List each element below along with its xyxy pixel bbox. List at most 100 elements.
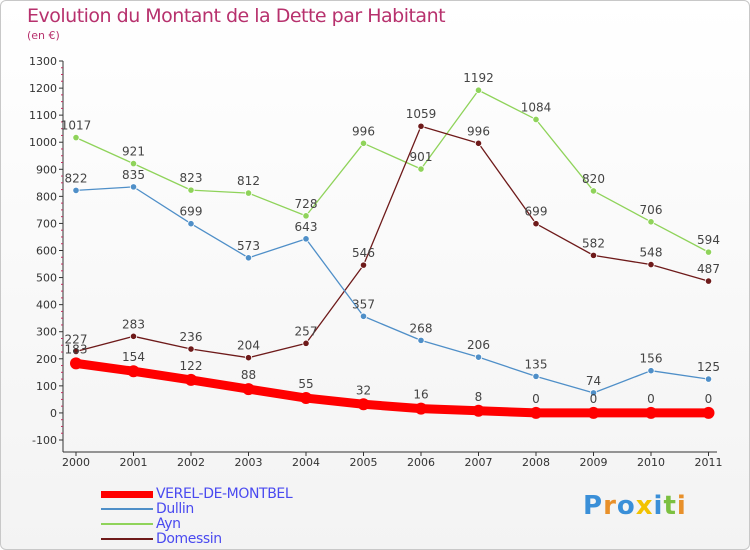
data-point bbox=[129, 160, 138, 168]
logo-letter: o bbox=[616, 491, 636, 521]
legend-label: VEREL-DE-MONTBEL bbox=[156, 486, 293, 502]
data-label: 32 bbox=[356, 383, 371, 397]
data-label: 283 bbox=[122, 317, 145, 331]
y-tick-label: 1200 bbox=[29, 82, 57, 95]
data-point bbox=[302, 212, 310, 220]
data-point bbox=[185, 373, 197, 386]
data-point bbox=[530, 406, 542, 419]
data-point bbox=[704, 248, 713, 256]
data-label: 573 bbox=[237, 239, 260, 253]
x-tick-label: 2003 bbox=[235, 456, 263, 469]
data-label: 823 bbox=[180, 171, 203, 185]
data-point bbox=[474, 353, 483, 361]
data-point bbox=[187, 220, 195, 228]
y-tick-label: 400 bbox=[36, 299, 57, 312]
data-point bbox=[532, 115, 540, 124]
data-point bbox=[587, 406, 600, 419]
chart-title: Evolution du Montant de la Dette par Hab… bbox=[27, 5, 446, 27]
data-point bbox=[242, 383, 255, 396]
data-label: 901 bbox=[410, 150, 433, 164]
data-label: 1192 bbox=[463, 71, 494, 85]
data-label: 728 bbox=[295, 197, 318, 211]
data-point bbox=[302, 339, 310, 347]
data-point bbox=[647, 218, 655, 226]
data-point bbox=[645, 406, 657, 419]
data-label: 820 bbox=[582, 172, 605, 186]
y-tick-label: 1300 bbox=[29, 55, 57, 68]
x-tick-label: 2011 bbox=[695, 456, 723, 469]
data-label: 183 bbox=[65, 342, 88, 356]
chart-subtitle: (en €) bbox=[27, 29, 60, 42]
data-label: 548 bbox=[640, 246, 663, 260]
logo-letter: r bbox=[603, 491, 617, 521]
y-tick-label: 1000 bbox=[29, 136, 57, 149]
x-tick-label: 2002 bbox=[177, 456, 205, 469]
data-label: 487 bbox=[697, 262, 720, 276]
data-point bbox=[474, 139, 483, 147]
data-label: 257 bbox=[295, 324, 318, 338]
data-label: 582 bbox=[582, 236, 605, 250]
data-point bbox=[417, 122, 425, 130]
data-point bbox=[647, 367, 655, 375]
y-tick-label: 200 bbox=[36, 353, 57, 366]
data-label: 55 bbox=[298, 377, 313, 391]
data-point bbox=[474, 86, 483, 94]
data-label: 236 bbox=[180, 330, 203, 344]
y-tick-label: 700 bbox=[36, 217, 57, 230]
data-point bbox=[589, 251, 598, 259]
y-tick-label: 900 bbox=[36, 163, 57, 176]
data-point bbox=[359, 312, 368, 320]
series-line-dullin bbox=[75, 186, 710, 394]
x-tick-label: 2004 bbox=[292, 456, 320, 469]
data-label: 156 bbox=[640, 352, 663, 366]
legend-swatch bbox=[101, 491, 153, 498]
data-point bbox=[647, 260, 655, 269]
data-label: 0 bbox=[647, 392, 655, 406]
x-tick-label: 2001 bbox=[120, 456, 148, 469]
legend-label: Ayn bbox=[156, 516, 181, 532]
data-point bbox=[357, 398, 370, 411]
series-line-domessin bbox=[75, 125, 710, 359]
data-label: 0 bbox=[705, 392, 713, 406]
series-line-ayn bbox=[75, 89, 710, 253]
data-point bbox=[532, 372, 540, 380]
data-point bbox=[129, 332, 138, 340]
x-tick-label: 2000 bbox=[62, 456, 90, 469]
data-point bbox=[415, 402, 427, 415]
data-point bbox=[302, 235, 310, 243]
data-label: 996 bbox=[467, 124, 490, 138]
data-point bbox=[704, 375, 713, 383]
legend-label: Dullin bbox=[156, 501, 194, 517]
data-label: 996 bbox=[352, 124, 375, 138]
data-label: 122 bbox=[180, 359, 203, 373]
data-label: 0 bbox=[590, 392, 598, 406]
data-label: 706 bbox=[640, 203, 663, 217]
data-point bbox=[72, 186, 80, 195]
data-label: 16 bbox=[413, 388, 428, 402]
data-label: 74 bbox=[586, 374, 601, 388]
data-point bbox=[72, 347, 80, 356]
x-tick-label: 2009 bbox=[580, 456, 608, 469]
data-label: 699 bbox=[180, 205, 203, 219]
x-tick-label: 2007 bbox=[465, 456, 493, 469]
data-point bbox=[589, 389, 598, 397]
logo-letter: P bbox=[583, 491, 604, 521]
data-point bbox=[244, 254, 253, 262]
data-point bbox=[244, 354, 253, 362]
data-point bbox=[300, 392, 312, 405]
y-tick-label: 1100 bbox=[29, 109, 57, 122]
data-point bbox=[704, 277, 713, 285]
data-label: 227 bbox=[65, 332, 88, 346]
y-tick-label: 800 bbox=[36, 190, 57, 203]
data-point bbox=[72, 134, 80, 142]
data-label: 643 bbox=[295, 220, 318, 234]
y-tick-label: 0 bbox=[50, 407, 57, 420]
y-tick-label: 100 bbox=[36, 380, 57, 393]
data-point bbox=[417, 336, 425, 344]
data-point bbox=[70, 357, 82, 370]
data-label: 357 bbox=[352, 297, 375, 311]
data-point bbox=[127, 365, 140, 378]
data-label: 8 bbox=[475, 390, 483, 404]
legend-swatch bbox=[101, 523, 153, 525]
